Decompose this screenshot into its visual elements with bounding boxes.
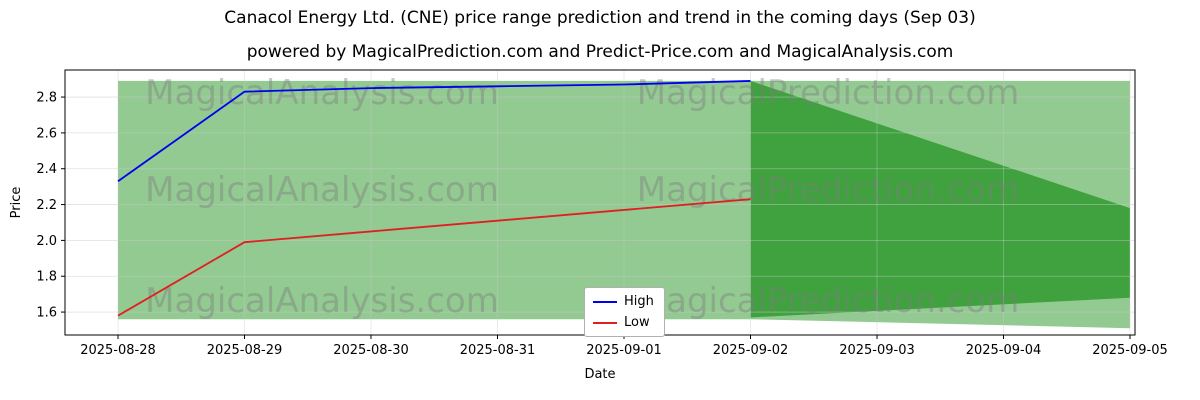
x-tick-label: 2025-08-29 bbox=[207, 343, 283, 358]
x-tick-label: 2025-09-03 bbox=[839, 343, 915, 358]
watermark-prediction: MagicalPrediction.com bbox=[637, 73, 1020, 113]
y-tick-label: 1.6 bbox=[36, 306, 57, 321]
y-tick-label: 2.6 bbox=[36, 126, 57, 141]
x-tick-label: 2025-09-02 bbox=[713, 343, 789, 358]
x-axis-label: Date bbox=[584, 367, 615, 382]
legend-item-low: Low bbox=[593, 315, 654, 330]
y-tick-label: 2.0 bbox=[36, 234, 57, 249]
y-tick-label: 2.4 bbox=[36, 162, 57, 177]
watermark-analysis: MagicalAnalysis.com bbox=[145, 73, 499, 113]
watermark-prediction: MagicalPrediction.com bbox=[637, 281, 1020, 321]
low-line bbox=[117, 198, 751, 317]
chart-title: Canacol Energy Ltd. (CNE) price range pr… bbox=[224, 8, 976, 28]
legend-low-label: Low bbox=[624, 315, 650, 330]
prediction-band bbox=[750, 80, 1130, 318]
x-tick-label: 2025-08-30 bbox=[333, 343, 409, 358]
legend-high-label: High bbox=[624, 294, 654, 309]
x-tick-label: 2025-08-31 bbox=[460, 343, 536, 358]
x-tick-label: 2025-08-28 bbox=[80, 343, 156, 358]
x-tick-label: 2025-09-05 bbox=[1092, 343, 1168, 358]
chart-legend: High Low bbox=[584, 287, 665, 337]
y-tick-label: 2.2 bbox=[36, 198, 57, 213]
chart-subtitle: powered by MagicalPrediction.com and Pre… bbox=[246, 42, 954, 62]
watermark-analysis: MagicalAnalysis.com bbox=[145, 170, 499, 210]
high-line bbox=[117, 80, 751, 183]
y-tick-label: 1.8 bbox=[36, 270, 57, 285]
high-line-swatch bbox=[593, 300, 617, 303]
y-tick-label: 2.8 bbox=[36, 91, 57, 106]
y-axis-label: Price bbox=[9, 187, 24, 219]
legend-item-high: High bbox=[593, 294, 654, 309]
low-line-swatch bbox=[593, 321, 617, 324]
x-tick-label: 2025-09-01 bbox=[586, 343, 662, 358]
watermark-analysis: MagicalAnalysis.com bbox=[145, 281, 499, 321]
x-tick-label: 2025-09-04 bbox=[966, 343, 1042, 358]
